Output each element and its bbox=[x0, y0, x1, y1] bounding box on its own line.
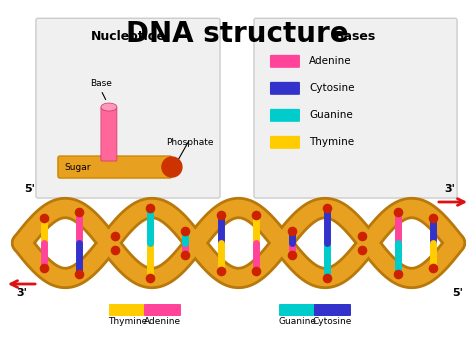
Text: Guanine: Guanine bbox=[309, 110, 353, 120]
Point bbox=[182, 252, 189, 258]
Text: Guanine: Guanine bbox=[279, 317, 317, 326]
Text: Phosphate: Phosphate bbox=[166, 138, 214, 147]
Point bbox=[217, 212, 225, 218]
Point bbox=[182, 228, 189, 234]
Text: Base: Base bbox=[90, 79, 112, 88]
Text: 3': 3' bbox=[445, 184, 456, 194]
FancyBboxPatch shape bbox=[270, 136, 300, 149]
Point bbox=[75, 210, 83, 215]
FancyBboxPatch shape bbox=[270, 82, 300, 95]
Point bbox=[111, 248, 118, 253]
FancyBboxPatch shape bbox=[270, 55, 300, 68]
Point bbox=[40, 216, 47, 221]
Text: Thymine: Thymine bbox=[108, 317, 147, 326]
FancyBboxPatch shape bbox=[109, 304, 146, 316]
Text: Sugar: Sugar bbox=[64, 163, 91, 172]
Point bbox=[217, 268, 225, 274]
FancyBboxPatch shape bbox=[101, 107, 117, 161]
Text: Bases: Bases bbox=[335, 30, 376, 43]
Point bbox=[253, 268, 260, 274]
Text: Thymine: Thymine bbox=[309, 137, 354, 147]
Text: DNA structure: DNA structure bbox=[126, 20, 348, 48]
FancyBboxPatch shape bbox=[144, 304, 181, 316]
FancyBboxPatch shape bbox=[314, 304, 351, 316]
Text: Adenine: Adenine bbox=[309, 56, 352, 66]
FancyBboxPatch shape bbox=[279, 304, 316, 316]
FancyBboxPatch shape bbox=[270, 109, 300, 122]
Point bbox=[359, 248, 366, 253]
Point bbox=[146, 275, 154, 281]
Text: Adenine: Adenine bbox=[144, 317, 181, 326]
Ellipse shape bbox=[101, 103, 117, 111]
Point bbox=[429, 216, 437, 221]
Point bbox=[253, 212, 260, 218]
Point bbox=[40, 265, 47, 270]
Point bbox=[288, 228, 295, 234]
Text: Cytosine: Cytosine bbox=[313, 317, 352, 326]
Point bbox=[394, 210, 401, 215]
Text: 5': 5' bbox=[453, 288, 464, 298]
FancyBboxPatch shape bbox=[36, 18, 220, 198]
Point bbox=[75, 271, 83, 276]
Point bbox=[359, 233, 366, 238]
Text: Nucleotide: Nucleotide bbox=[91, 30, 165, 43]
FancyBboxPatch shape bbox=[254, 18, 457, 198]
Point bbox=[429, 265, 437, 270]
Point bbox=[323, 206, 331, 211]
Point bbox=[394, 271, 401, 276]
Point bbox=[323, 275, 331, 281]
Text: Cytosine: Cytosine bbox=[309, 83, 355, 93]
Circle shape bbox=[162, 157, 182, 177]
Text: 3': 3' bbox=[17, 288, 27, 298]
FancyBboxPatch shape bbox=[58, 156, 172, 178]
Point bbox=[146, 206, 154, 211]
Point bbox=[288, 252, 295, 258]
Text: 5': 5' bbox=[25, 184, 36, 194]
Point bbox=[111, 233, 118, 238]
